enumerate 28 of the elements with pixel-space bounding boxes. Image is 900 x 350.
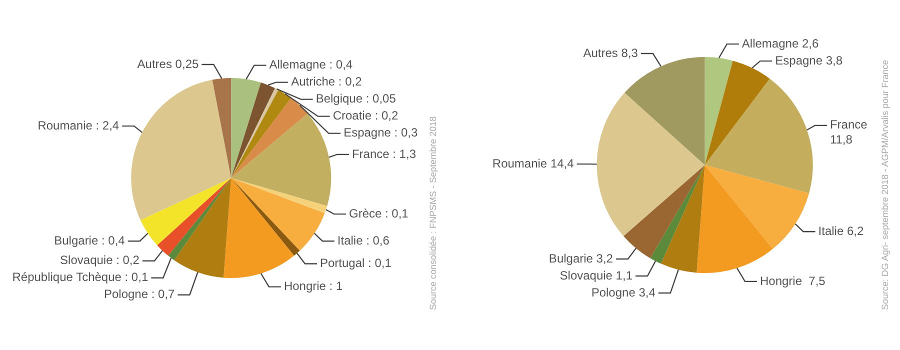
- slice-label: Allemagne 2,6: [742, 36, 819, 50]
- slice-label: Autres 8,3: [583, 46, 638, 60]
- slice-label: Espagne 3,8: [775, 53, 843, 68]
- slice-label: Autriche : 0,2: [291, 74, 362, 89]
- slice-label: Pologne : 0,7: [104, 287, 176, 302]
- slice-label: Grèce : 0,1: [348, 206, 409, 220]
- slice-label: France : 1,3: [352, 146, 416, 161]
- slice-label: Slovaquie 1,1: [560, 268, 633, 282]
- slice-label: Roumanie : 2,4: [38, 118, 120, 132]
- slice-label: Croatie : 0,2: [332, 108, 399, 123]
- slice-label: France 11,8: [830, 118, 868, 147]
- slice-label: Slovaquie : 0,2: [60, 253, 140, 268]
- source-note: Source consolidée : FNPSMS - Septembre 2018: [428, 115, 439, 310]
- slice-label: Italie 6,2: [818, 224, 864, 238]
- slice-label: Autres 0,25: [137, 56, 199, 71]
- slice-label: Bulgarie : 0,4: [54, 233, 126, 248]
- slice-label: République Tchèque : 0,1: [12, 270, 148, 284]
- slice-label: Italie : 0,6: [337, 233, 390, 248]
- slice-label: Espagne : 0,3: [344, 126, 418, 140]
- slice-label: Belgique : 0,05: [316, 92, 396, 106]
- slice-label: Bulgarie 3,2: [548, 251, 614, 266]
- slice-label: Hongrie : 1: [284, 279, 343, 294]
- slice-label: Allemagne : 0,4: [269, 58, 353, 72]
- slice-label: Roumanie 14,4: [492, 156, 574, 170]
- source-note: Source: DG Agri- septembre 2018 - AGPM/Arvalis pour France: [880, 58, 891, 310]
- slice-label: Hongrie 7,5: [760, 274, 826, 288]
- slice-label: Pologne 3,4: [591, 285, 656, 300]
- slice-label: Portugal : 0,1: [320, 256, 392, 270]
